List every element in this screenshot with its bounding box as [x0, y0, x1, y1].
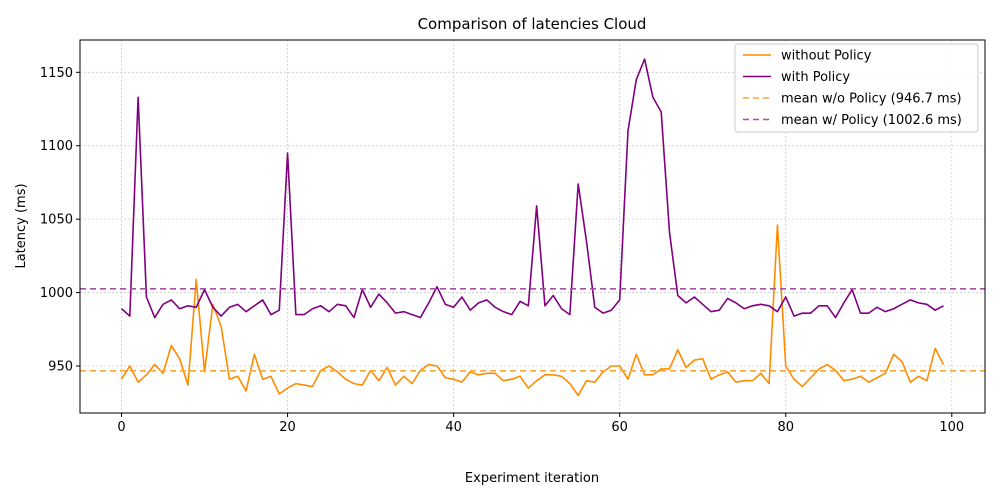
y-axis-ticks: 950 1000 1050 1100 1150 [40, 66, 80, 375]
x-tick-label: 80 [777, 420, 794, 435]
x-axis-label: Experiment iteration [465, 471, 599, 486]
legend-box [734, 43, 979, 133]
grid-lines [80, 40, 985, 413]
y-tick-label: 1150 [40, 66, 73, 81]
x-tick-label: 100 [939, 420, 964, 435]
series-line-with-policy [120, 58, 944, 319]
legend-label: without Policy [781, 49, 872, 64]
x-tick-label: 20 [279, 420, 296, 435]
y-tick-label: 1000 [40, 286, 73, 301]
series-line-without-policy [120, 224, 945, 397]
x-axis-ticks: 0 20 40 60 80 100 [117, 413, 964, 435]
y-axis-label: Latency (ms) [14, 183, 29, 268]
y-tick-label: 1100 [40, 139, 73, 154]
legend-label: mean w/o Policy (946.7 ms) [781, 92, 962, 107]
axes-frame [79, 39, 986, 414]
x-tick-label: 0 [117, 420, 125, 435]
x-tick-label: 40 [445, 420, 462, 435]
x-tick-label: 60 [611, 420, 628, 435]
legend: without Policy with Policy mean w/o Policy… [734, 43, 979, 133]
y-tick-label: 950 [48, 360, 73, 375]
legend-label: mean w/ Policy (1002.6 ms) [781, 113, 962, 128]
chart-title: Comparison of latencies Cloud [418, 15, 647, 33]
plot-area [80, 58, 985, 397]
legend-label: with Policy [781, 70, 850, 85]
y-tick-label: 1050 [40, 213, 73, 228]
